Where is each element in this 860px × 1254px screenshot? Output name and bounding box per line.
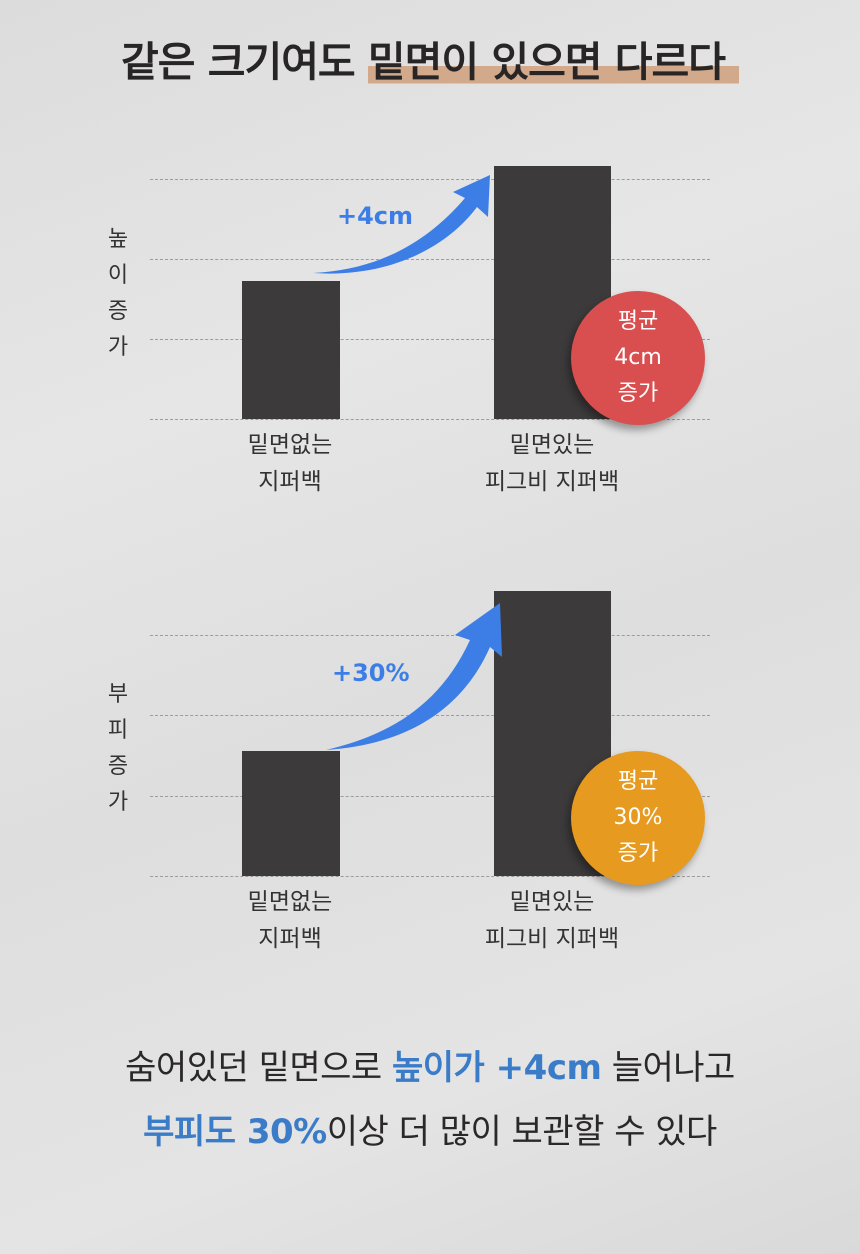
average-badge: 평균 4cm 증가 xyxy=(571,291,705,425)
arrow-up-icon xyxy=(326,603,502,750)
volume-chart: 부 피 증 가 +30% 평균 30% 증가 밑면없는 지퍼백 밑면있는 피그비… xyxy=(107,591,710,952)
gridline-baseline xyxy=(150,419,710,420)
x-label-without-base: 밑면없는 지퍼백 xyxy=(247,432,333,495)
title-highlighted: 밑면이 있으면 다르다 xyxy=(367,38,739,86)
bar-without-base xyxy=(242,751,340,876)
bar-without-base xyxy=(242,281,340,419)
y-axis-label: 부 피 증 가 xyxy=(107,682,129,815)
gridline xyxy=(150,796,710,797)
gridline xyxy=(150,339,710,340)
arrow-up-icon xyxy=(313,175,490,274)
x-label-with-base: 밑면있는 피그비 지퍼백 xyxy=(484,889,620,952)
page-title: 같은 크기여도 밑면이 있으면 다르다 xyxy=(0,28,860,88)
footer-line-2: 부피도 30%이상 더 많이 보관할 수 있다 xyxy=(143,1112,717,1152)
gridline-baseline xyxy=(150,876,710,877)
average-badge: 평균 30% 증가 xyxy=(571,751,705,885)
x-label-without-base: 밑면없는 지퍼백 xyxy=(247,889,333,952)
delta-label: +4cm xyxy=(337,202,414,230)
delta-label: +30% xyxy=(332,659,410,687)
title-part1: 같은 크기여도 xyxy=(121,38,368,86)
height-chart: 높 이 증 가 +4cm 평균 4cm 증가 밑면없는 지퍼백 밑면있는 피그비… xyxy=(0,0,860,520)
gridline xyxy=(150,259,710,260)
footer-line-1: 숨어있던 밑면으로 높이가 +4cm 늘어나고 xyxy=(125,1048,735,1088)
gridline xyxy=(150,179,710,180)
x-label-with-base: 밑면있는 피그비 지퍼백 xyxy=(484,432,620,495)
gridline xyxy=(150,635,710,636)
y-axis-label: 높 이 증 가 xyxy=(107,227,129,360)
